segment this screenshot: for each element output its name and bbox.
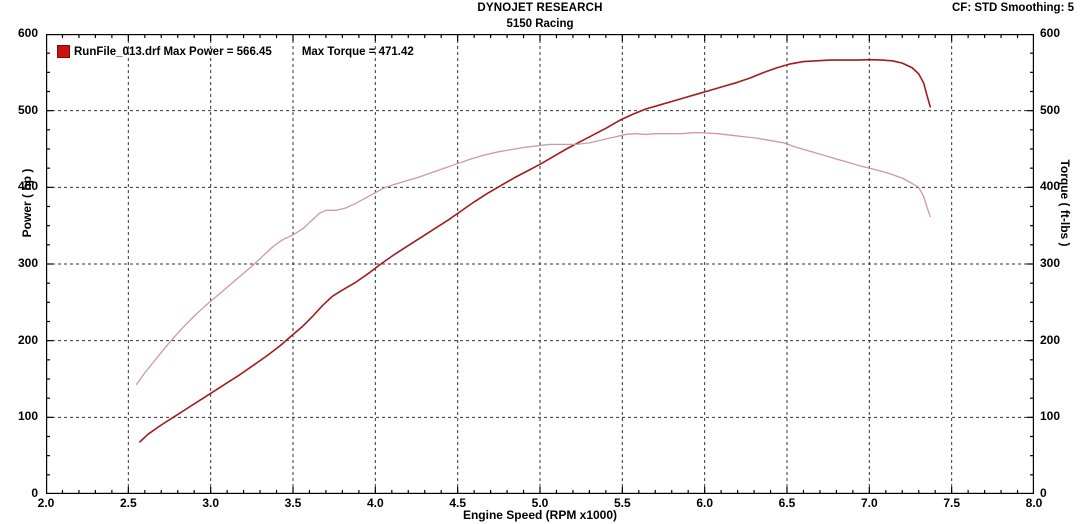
x-axis-tick: 7.5 <box>943 496 960 510</box>
series-line-torque <box>135 131 931 386</box>
y-axis-right-tick: 300 <box>1040 256 1061 270</box>
chart-svg <box>46 34 1034 494</box>
y-axis-left-tick: 500 <box>17 102 38 117</box>
y-axis-left-tick: 300 <box>17 256 38 270</box>
x-axis-tick: 4.5 <box>449 496 466 510</box>
legend-torque-label: Max Torque = 471.42 <box>301 45 414 58</box>
grid-lines <box>46 34 1034 494</box>
y-axis-right-label: Torque ( ft-lbs ) <box>1058 159 1072 247</box>
y-axis-right-tick: 500 <box>1040 102 1061 117</box>
x-axis-tick: 6.5 <box>778 496 796 510</box>
page-title: DYNOJET RESEARCH <box>477 2 603 14</box>
correction-settings-label: CF: STD Smoothing: 5 <box>951 2 1074 14</box>
plot-area <box>46 34 1034 494</box>
x-axis-label: Engine Speed (RPM x1000) <box>462 508 618 522</box>
y-axis-left-tick: 100 <box>17 409 38 424</box>
y-axis-left-tick: 600 <box>17 26 38 40</box>
y-axis-right-tick: 100 <box>1040 409 1061 424</box>
x-axis-tick: 6.0 <box>696 496 713 510</box>
x-axis-tick: 3.5 <box>284 496 302 510</box>
x-axis-tick: 8.0 <box>1025 496 1043 510</box>
page-subtitle: 5150 Racing <box>506 18 574 30</box>
legend-run-label: RunFile_013.drf Max Power = 566.45 <box>74 45 272 58</box>
y-axis-left-tick: 0 <box>31 486 38 500</box>
x-axis-tick: 2.5 <box>119 496 137 510</box>
x-axis-tick: 5.5 <box>613 496 631 510</box>
x-axis-tick: 7.0 <box>860 496 878 510</box>
y-axis-right-tick: 0 <box>1040 486 1047 500</box>
y-axis-left-tick: 400 <box>17 179 38 194</box>
x-axis-tick: 5.0 <box>531 496 549 510</box>
axis-ticks <box>46 34 1034 494</box>
y-axis-left-tick: 200 <box>17 332 38 347</box>
y-axis-right-tick: 600 <box>1040 26 1061 40</box>
legend: RunFile_013.drf Max Power = 566.45 Max T… <box>57 45 414 58</box>
y-axis-left-label: Power ( hp ) <box>20 168 34 238</box>
legend-color-swatch-icon <box>57 45 70 58</box>
series-line-power <box>139 58 932 443</box>
x-axis-tick: 4.0 <box>366 496 384 510</box>
x-axis-tick: 3.0 <box>202 496 219 510</box>
y-axis-right-tick: 200 <box>1040 332 1061 347</box>
x-axis-tick: 2.0 <box>37 496 55 510</box>
y-axis-right-tick: 400 <box>1040 179 1061 194</box>
